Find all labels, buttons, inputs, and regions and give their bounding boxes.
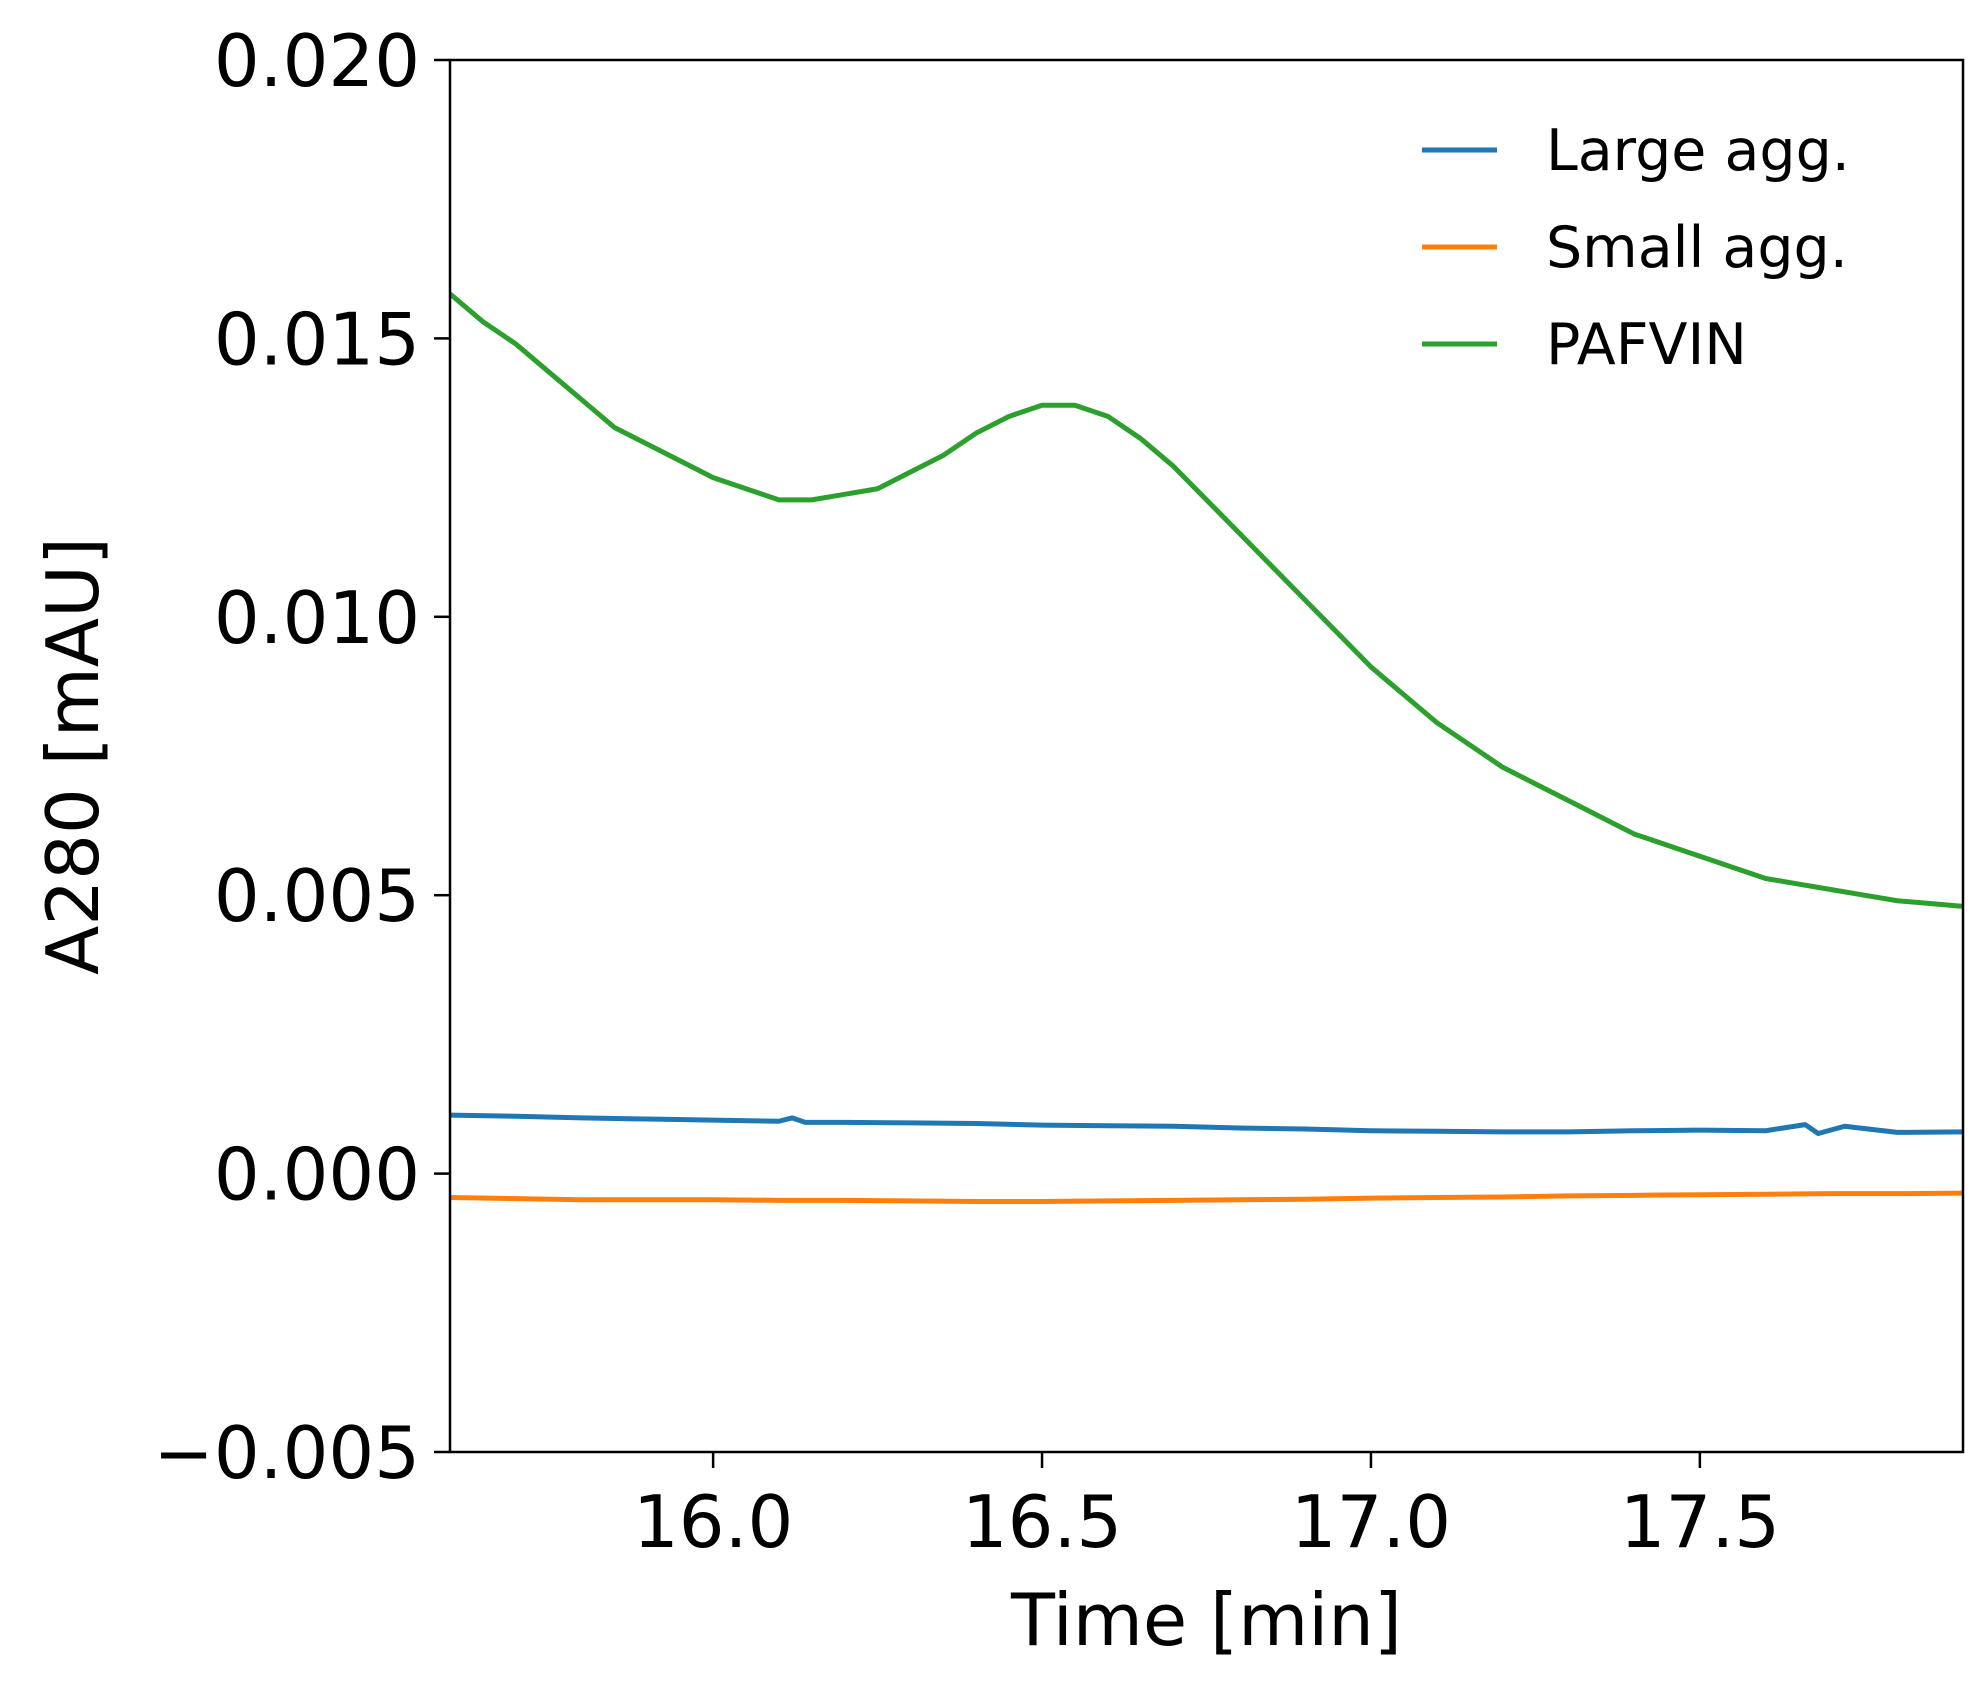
series-line-small-agg <box>450 1190 1963 1204</box>
y-tick-label: 0.020 <box>214 19 420 103</box>
x-axis: 16.0 16.5 17.0 17.5 <box>633 1452 1780 1564</box>
y-tick-label: 0.010 <box>214 576 420 660</box>
x-tick-label: 17.5 <box>1620 1480 1780 1564</box>
y-tick-label: −0.005 <box>154 1411 420 1495</box>
x-tick-label: 16.5 <box>962 1480 1122 1564</box>
x-axis-label: Time [min] <box>1010 1578 1402 1662</box>
legend: Large agg. Small agg. PAFVIN <box>1422 118 1850 378</box>
series-line-pafvin <box>450 291 1963 909</box>
plot-area <box>450 291 1963 1204</box>
legend-label: Large agg. <box>1546 118 1850 184</box>
x-tick-label: 17.0 <box>1291 1480 1451 1564</box>
y-tick-label: 0.000 <box>214 1133 420 1217</box>
y-tick-label: 0.005 <box>214 854 420 938</box>
y-axis-label: A280 [mAU] <box>31 537 115 975</box>
legend-label: PAFVIN <box>1546 312 1747 378</box>
y-tick-label: 0.015 <box>214 297 420 381</box>
plot-frame <box>448 58 1965 1454</box>
x-tick-label: 16.0 <box>633 1480 793 1564</box>
y-axis: −0.005 0.000 0.005 0.010 0.015 0.020 <box>154 19 450 1495</box>
series-line-large-agg <box>450 1112 1963 1137</box>
legend-label: Small agg. <box>1546 215 1848 281</box>
